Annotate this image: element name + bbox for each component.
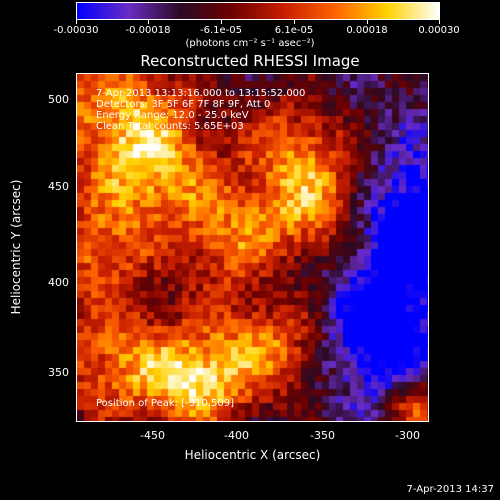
- y-axis-label: Heliocentric Y (arcsec): [9, 179, 23, 315]
- x-axis-label: Heliocentric X (arcsec): [184, 448, 321, 462]
- time-range-label: 7-Apr-2013 13:13:16.000 to 13:15:52.000: [96, 88, 306, 99]
- colorbar-units: (photons cm⁻² s⁻¹ asec⁻²): [185, 38, 315, 49]
- clean-counts-label: Clean Total counts: 5.65E+03: [96, 121, 244, 132]
- colorbar-tick: [439, 20, 440, 24]
- heatmap-canvas: [77, 74, 428, 421]
- colorbar-tick-label: 0.00030: [418, 25, 460, 36]
- x-tick-label: -300: [395, 429, 420, 442]
- x-tick-label: -450: [140, 429, 165, 442]
- colorbar-tick-label: -6.1e-05: [200, 25, 242, 36]
- colorbar-tick: [294, 20, 295, 24]
- colorbar-tick-label: -0.00030: [53, 25, 99, 36]
- peak-position-label: Position of Peak: [-310,509]: [96, 398, 234, 409]
- image-title: Reconstructed RHESSI Image: [140, 52, 360, 70]
- plot-timestamp: 7-Apr-2013 14:37: [406, 484, 494, 495]
- colorbar-tick-label: 0.00018: [346, 25, 388, 36]
- colorbar-tick-label: 6.1e-05: [274, 25, 314, 36]
- colorbar-tick: [148, 20, 149, 24]
- energy-range-label: Energy Range: 12.0 - 25.0 keV: [96, 110, 249, 121]
- y-tick-label: 500: [48, 93, 69, 106]
- x-tick-label: -350: [310, 429, 335, 442]
- y-tick-label: 450: [48, 180, 69, 193]
- detectors-label: Detectors: 3F 5F 6F 7F 8F 9F, Att 0: [96, 99, 271, 110]
- y-tick-label: 350: [48, 366, 69, 379]
- colorbar-tick: [76, 20, 77, 24]
- colorbar-tick: [221, 20, 222, 24]
- y-tick-label: 400: [48, 276, 69, 289]
- rhessi-image: 7-Apr-2013 13:13:16.000 to 13:15:52.000 …: [76, 73, 429, 422]
- colorbar-tick: [367, 20, 368, 24]
- colorbar-tick-label: -0.00018: [125, 25, 171, 36]
- x-tick-label: -400: [224, 429, 249, 442]
- colorbar: [76, 2, 440, 20]
